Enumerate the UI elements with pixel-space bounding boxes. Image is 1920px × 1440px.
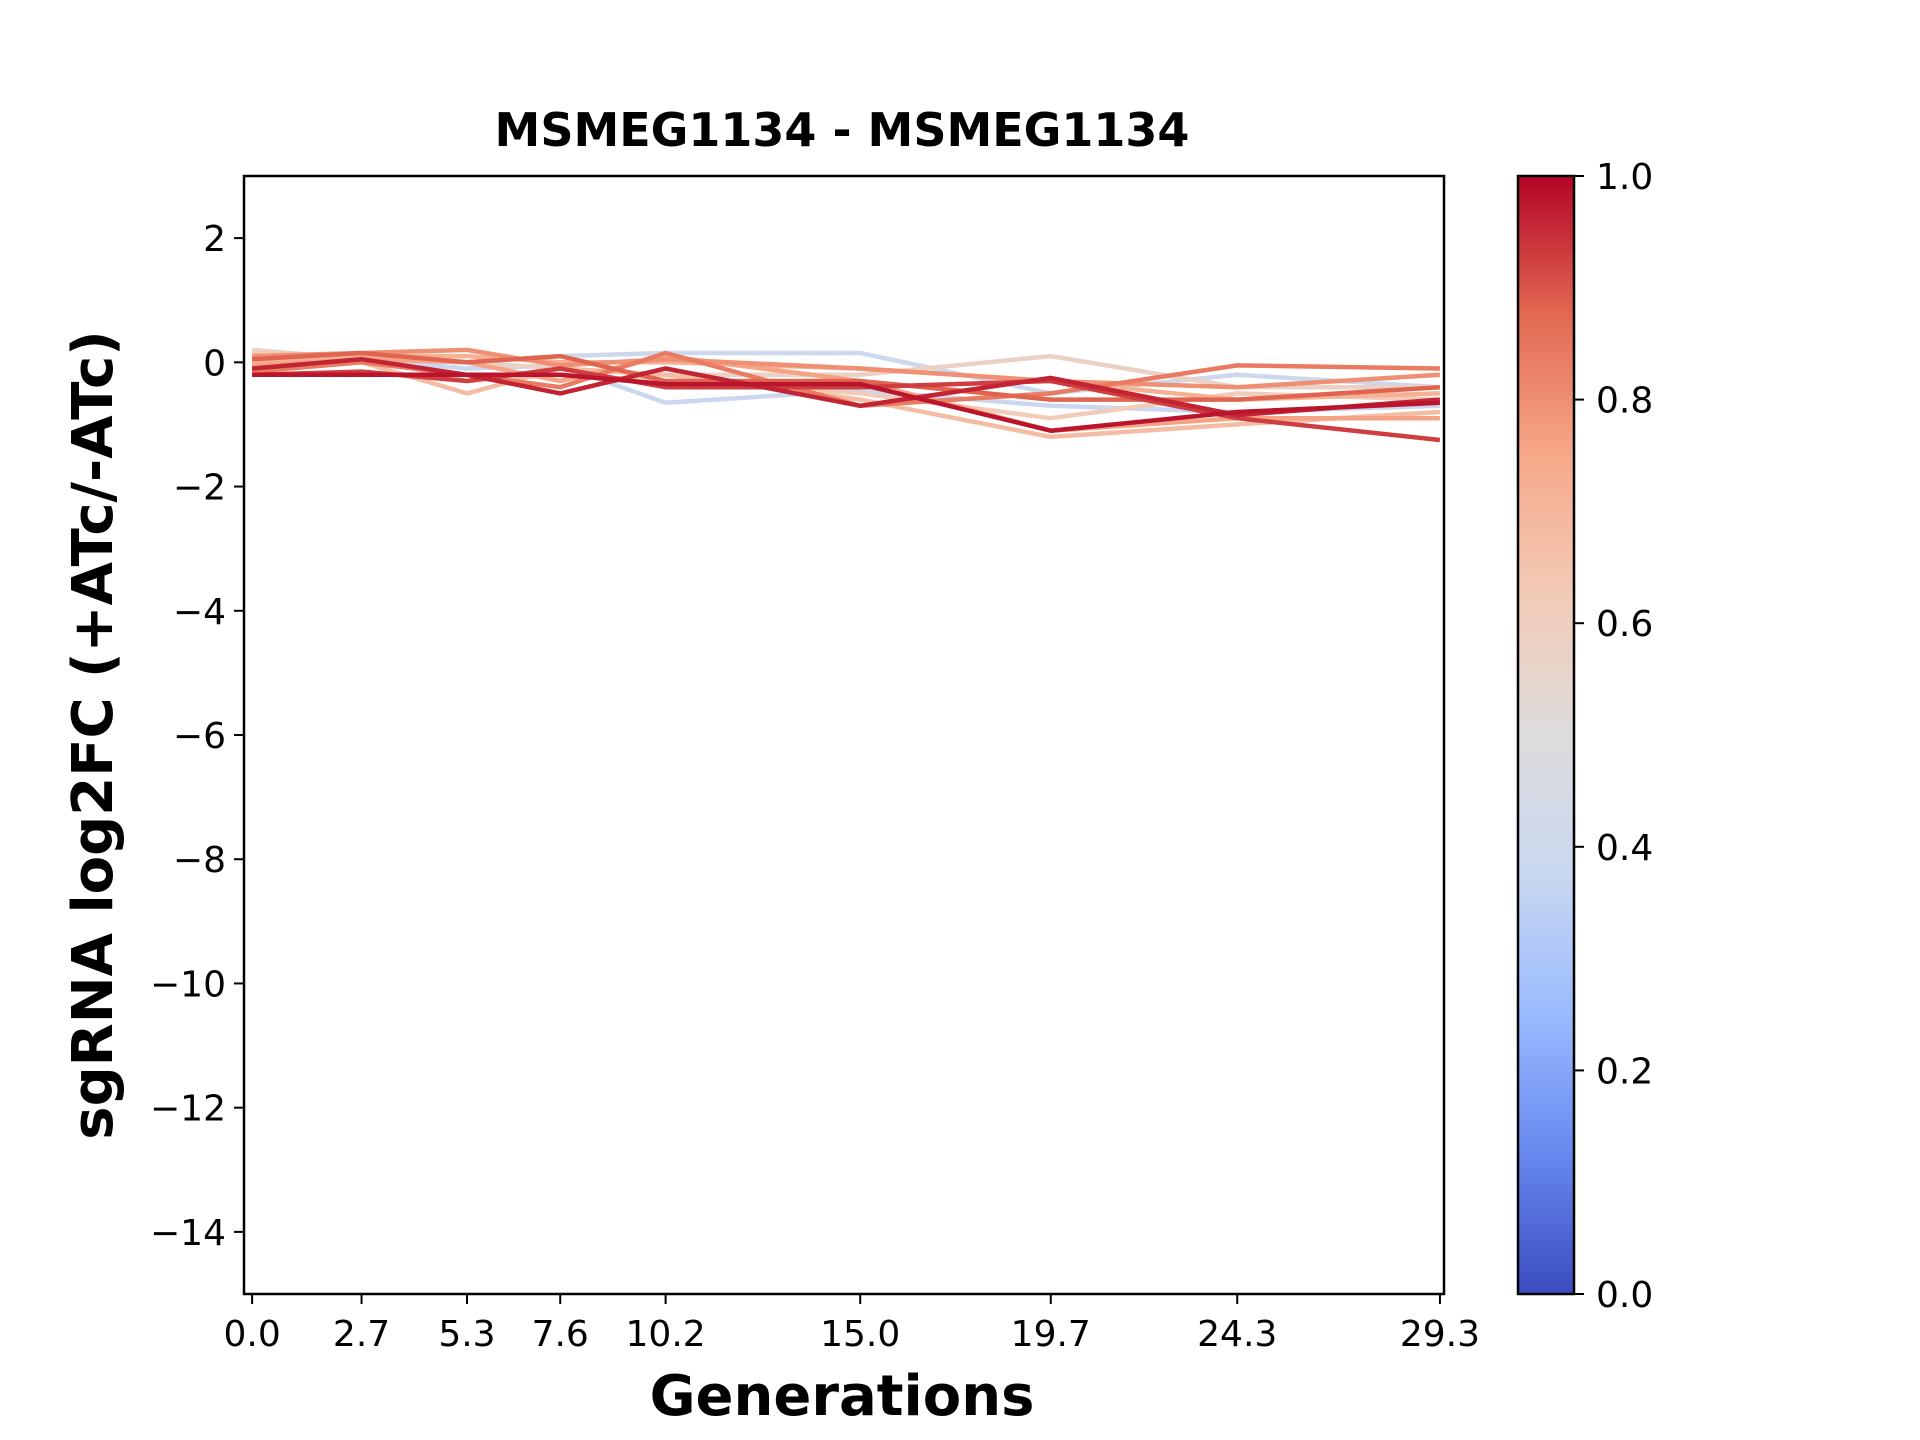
x-tick-label: 19.7 bbox=[1011, 1314, 1091, 1355]
colorbar-frame bbox=[1516, 174, 1576, 1296]
x-tick-label: 15.0 bbox=[820, 1314, 900, 1355]
colorbar-tick-label: 0.8 bbox=[1596, 381, 1653, 422]
x-axis: 0.0 2.7 5.3 7.6 10.2 15.0 19.7 24.3 29.3 bbox=[223, 1294, 1480, 1355]
x-tick-label: 24.3 bbox=[1197, 1314, 1277, 1355]
y-tick-label: 0 bbox=[203, 343, 226, 384]
x-tick-label: 29.3 bbox=[1400, 1314, 1480, 1355]
y-tick-label: −4 bbox=[173, 592, 226, 633]
y-tick-label: −6 bbox=[173, 716, 226, 757]
x-tick-label: 5.3 bbox=[438, 1314, 495, 1355]
plot-area: 0.0 2.7 5.3 7.6 10.2 15.0 19.7 24.3 29.3 2 0 −2 −4 −… bbox=[150, 174, 1480, 1355]
colorbar-tick-label: 1.0 bbox=[1596, 157, 1653, 198]
colorbar-tick-label: 0.0 bbox=[1596, 1275, 1653, 1316]
x-tick-label: 2.7 bbox=[333, 1314, 390, 1355]
colorbar-tick-label: 0.4 bbox=[1596, 828, 1653, 869]
series-line-10 bbox=[251, 350, 1441, 402]
series-line-12 bbox=[251, 356, 1441, 418]
y-axis: 2 0 −2 −4 −6 −8 −10 −12 −14 bbox=[150, 219, 244, 1254]
y-axis-label: sgRNA log2FC (+ATc/-ATc) bbox=[61, 330, 126, 1140]
y-tick-label: −8 bbox=[173, 840, 226, 881]
y-tick-label: 2 bbox=[203, 219, 226, 260]
chart-title: MSMEG1134 - MSMEG1134 bbox=[495, 103, 1190, 157]
x-tick-label: 7.6 bbox=[532, 1314, 589, 1355]
series-line-13 bbox=[252, 372, 1441, 433]
colorbar-ticks: 0.0 0.2 0.4 0.6 0.8 1.0 bbox=[1574, 157, 1653, 1316]
x-axis-label: Generations bbox=[650, 1364, 1035, 1429]
x-tick-label: 10.2 bbox=[626, 1314, 706, 1355]
y-tick-label: −10 bbox=[150, 964, 226, 1005]
x-tick-label: 0.0 bbox=[223, 1314, 280, 1355]
y-tick-label: −14 bbox=[150, 1213, 226, 1254]
y-tick-label: −12 bbox=[150, 1089, 226, 1130]
colorbar: 0.0 0.2 0.4 0.6 0.8 1.0 bbox=[1516, 157, 1653, 1316]
series-line-8 bbox=[252, 347, 1441, 390]
colorbar-tick-label: 0.6 bbox=[1596, 604, 1653, 645]
series-line-7 bbox=[251, 353, 1440, 433]
plot-background bbox=[244, 176, 1444, 1294]
y-tick-label: −2 bbox=[173, 468, 226, 509]
colorbar-tick-label: 0.2 bbox=[1596, 1051, 1653, 1092]
series-layer bbox=[251, 347, 1441, 443]
colorbar-gradient bbox=[1518, 176, 1574, 1294]
